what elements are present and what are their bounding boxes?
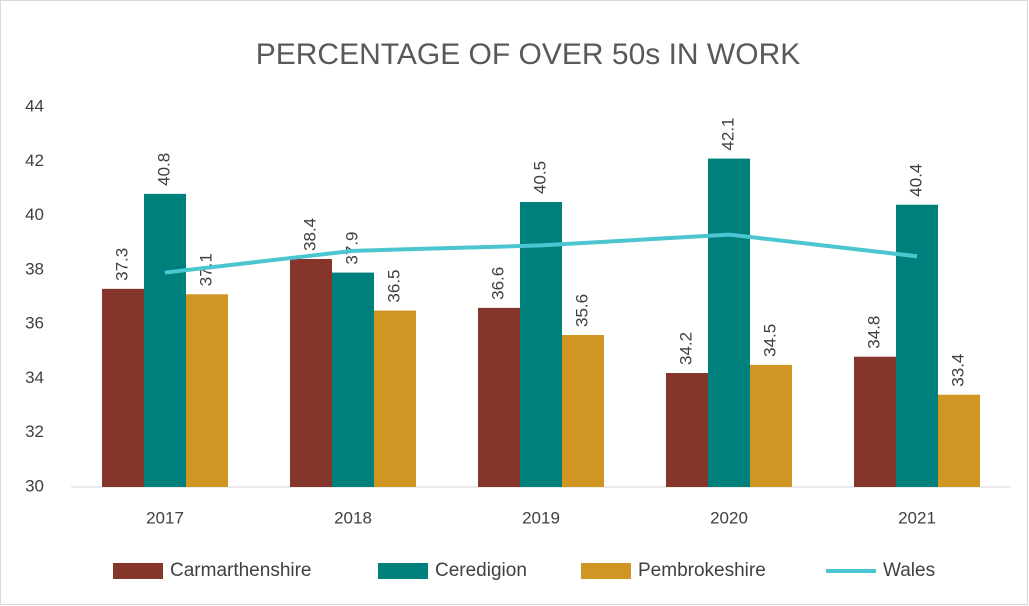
data-label: 40.8 (154, 153, 173, 186)
data-label: 40.4 (906, 164, 925, 197)
x-tick-label: 2021 (898, 508, 936, 527)
y-tick-label: 42 (25, 151, 44, 170)
legend-swatch (581, 563, 631, 579)
bar (374, 310, 416, 487)
bar (144, 193, 186, 487)
data-label: 34.5 (760, 324, 779, 357)
data-label: 42.1 (718, 117, 737, 150)
y-tick-label: 32 (25, 422, 44, 441)
data-label: 40.5 (530, 161, 549, 194)
y-tick-label: 34 (25, 368, 44, 387)
line-series (164, 232, 918, 275)
x-tick-label: 2020 (710, 508, 748, 527)
data-label: 35.6 (572, 294, 591, 327)
bar (854, 356, 896, 487)
legend-label: Carmarthenshire (170, 560, 312, 581)
y-tick-label: 30 (25, 476, 44, 495)
data-label: 36.5 (384, 269, 403, 302)
y-tick-label: 38 (25, 259, 44, 278)
x-tick-label: 2017 (146, 508, 184, 527)
y-tick-label: 36 (25, 314, 44, 333)
legend-label: Pembrokeshire (638, 560, 766, 581)
bar (186, 294, 228, 487)
data-label: 34.8 (864, 316, 883, 349)
data-label: 38.4 (300, 218, 319, 251)
data-label: 34.2 (676, 332, 695, 365)
data-label: 37.9 (342, 231, 361, 264)
bar (938, 394, 980, 487)
bar (708, 158, 750, 488)
legend-swatch (378, 563, 428, 579)
bar (666, 373, 708, 487)
legend-swatch (113, 563, 163, 579)
legend-label: Ceredigion (435, 560, 527, 581)
chart-title: PERCENTAGE OF OVER 50s IN WORK (256, 38, 801, 71)
bar (750, 364, 792, 487)
bar (520, 202, 562, 487)
bar (562, 335, 604, 487)
bar (290, 259, 332, 487)
legend-label: Wales (883, 560, 935, 581)
x-tick-label: 2018 (334, 508, 372, 527)
y-tick-label: 44 (25, 96, 44, 115)
data-label: 36.6 (488, 267, 507, 300)
y-tick-label: 40 (25, 205, 44, 224)
data-label: 37.3 (112, 248, 131, 281)
bar (896, 204, 938, 487)
bar (332, 272, 374, 487)
bar (478, 307, 520, 487)
x-tick-label: 2019 (522, 508, 560, 527)
bar (102, 288, 144, 487)
data-label: 33.4 (948, 354, 967, 387)
